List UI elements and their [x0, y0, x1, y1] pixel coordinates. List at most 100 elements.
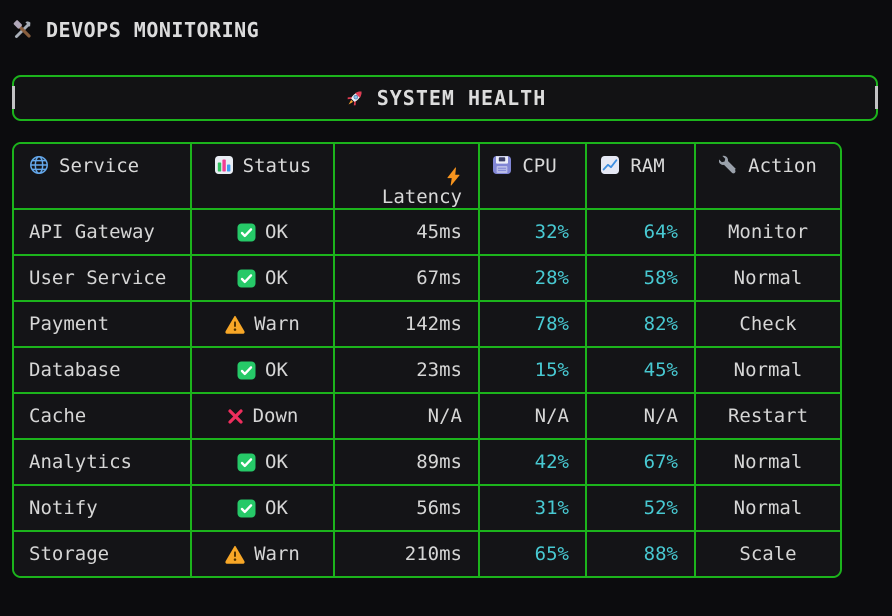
status-cell: OK: [192, 486, 335, 532]
cpu-value: 31%: [534, 497, 569, 519]
wrench-icon: [719, 155, 738, 174]
latency-value: 142ms: [404, 313, 462, 335]
latency-cell: N/A: [335, 394, 480, 440]
action-cell[interactable]: Scale: [696, 532, 840, 576]
cpu-value: 42%: [534, 451, 569, 473]
app-header: DEVOPS MONITORING: [12, 16, 880, 44]
status-cell: OK: [192, 210, 335, 256]
column-header-label: CPU: [522, 155, 557, 177]
ram-cell: 67%: [587, 440, 696, 486]
cpu-cell: 78%: [480, 302, 587, 348]
cpu-cell: 42%: [480, 440, 587, 486]
status-cell: OK: [192, 256, 335, 302]
action-cell[interactable]: Monitor: [696, 210, 840, 256]
cpu-cell: 28%: [480, 256, 587, 302]
rocket-icon: [344, 88, 365, 109]
status-cell: Down: [192, 394, 335, 440]
action-label: Normal: [733, 359, 803, 381]
action-cell[interactable]: Check: [696, 302, 840, 348]
action-label: Check: [739, 313, 797, 335]
status-label: OK: [265, 451, 288, 473]
service-name-cell: Storage: [14, 532, 192, 576]
latency-cell: 210ms: [335, 532, 480, 576]
ram-cell: 88%: [587, 532, 696, 576]
warning-icon: [225, 545, 245, 564]
latency-cell: 23ms: [335, 348, 480, 394]
cpu-value: 32%: [534, 221, 569, 243]
latency-value: 89ms: [416, 451, 462, 473]
bar-chart-icon: [214, 155, 234, 175]
status-label: Warn: [254, 313, 300, 335]
column-header-label: Action: [748, 155, 817, 177]
action-cell[interactable]: Normal: [696, 440, 840, 486]
ram-value: 67%: [643, 451, 678, 473]
service-name-cell: Cache: [14, 394, 192, 440]
status-label: OK: [265, 359, 288, 381]
action-cell[interactable]: Normal: [696, 256, 840, 302]
check-icon: [237, 361, 256, 380]
action-label: Scale: [739, 543, 797, 565]
app-title: DEVOPS MONITORING: [46, 18, 260, 42]
hammer-wrench-icon: [12, 19, 34, 41]
service-name-cell: Notify: [14, 486, 192, 532]
latency-cell: 67ms: [335, 256, 480, 302]
latency-cell: 142ms: [335, 302, 480, 348]
globe-icon: [29, 155, 49, 175]
action-cell[interactable]: Normal: [696, 486, 840, 532]
status-label: Down: [252, 405, 299, 427]
check-icon: [237, 499, 256, 518]
cross-icon: [227, 408, 244, 425]
ram-cell: N/A: [587, 394, 696, 440]
service-name-cell: User Service: [14, 256, 192, 302]
service-name-cell: Payment: [14, 302, 192, 348]
service-name-cell: Analytics: [14, 440, 192, 486]
cpu-value: 28%: [534, 267, 569, 289]
column-header-label: RAM: [630, 155, 665, 177]
column-header-cpu: CPU: [480, 144, 587, 210]
column-header-label: Status: [242, 155, 312, 177]
check-icon: [237, 453, 256, 472]
check-icon: [237, 223, 256, 242]
services-table: Service Status Latency: [12, 142, 842, 578]
status-cell: OK: [192, 440, 335, 486]
cpu-cell: 31%: [480, 486, 587, 532]
column-header-ram: RAM: [587, 144, 696, 210]
service-name: Storage: [29, 543, 110, 565]
ram-cell: 64%: [587, 210, 696, 256]
action-cell[interactable]: Restart: [696, 394, 840, 440]
service-name-cell: Database: [14, 348, 192, 394]
status-label: Warn: [254, 543, 300, 565]
ram-cell: 45%: [587, 348, 696, 394]
latency-value: 56ms: [416, 497, 462, 519]
status-cell: Warn: [192, 302, 335, 348]
latency-cell: 89ms: [335, 440, 480, 486]
status-cell: Warn: [192, 532, 335, 576]
action-label: Normal: [733, 267, 803, 289]
action-cell[interactable]: Normal: [696, 348, 840, 394]
column-header-label: Service: [59, 155, 140, 177]
service-name-cell: API Gateway: [14, 210, 192, 256]
cpu-cell: 65%: [480, 532, 587, 576]
service-name: Cache: [29, 405, 87, 427]
lightning-icon: [445, 167, 462, 186]
cpu-value: 65%: [534, 543, 569, 565]
ram-value: 64%: [643, 221, 678, 243]
status-label: OK: [265, 267, 288, 289]
latency-cell: 45ms: [335, 210, 480, 256]
action-label: Restart: [727, 405, 809, 427]
column-header-label: Latency: [381, 186, 462, 208]
action-label: Normal: [733, 451, 803, 473]
latency-value: 45ms: [416, 221, 462, 243]
service-name: API Gateway: [29, 221, 155, 243]
column-header-status: Status: [192, 144, 335, 210]
column-header-latency: Latency: [335, 144, 480, 210]
system-health-banner: SYSTEM HEALTH: [12, 75, 878, 121]
action-label: Normal: [733, 497, 803, 519]
service-name: Notify: [29, 497, 98, 519]
ram-value: 58%: [643, 267, 678, 289]
check-icon: [237, 269, 256, 288]
column-header-action: Action: [696, 144, 840, 210]
latency-value: 23ms: [416, 359, 462, 381]
status-cell: OK: [192, 348, 335, 394]
service-name: Payment: [29, 313, 110, 335]
